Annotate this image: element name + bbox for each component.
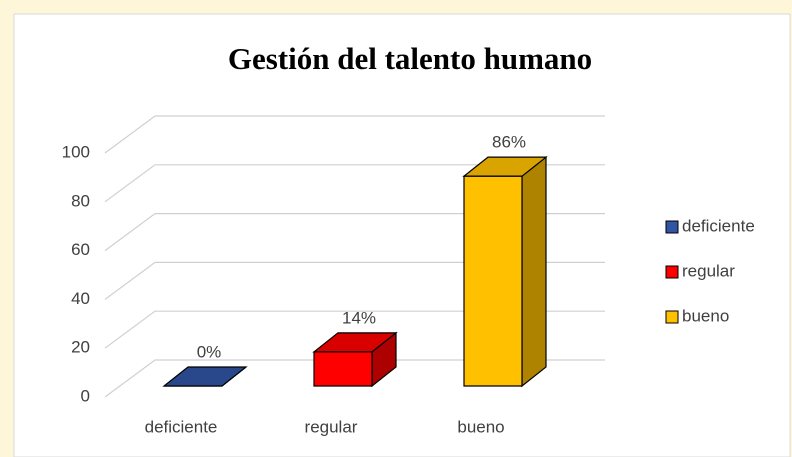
y-tick-label: 100 bbox=[62, 142, 90, 161]
x-tick-label: deficiente bbox=[145, 417, 218, 436]
bar-top bbox=[162, 366, 248, 387]
y-tick-label: 40 bbox=[71, 289, 90, 308]
grid-line bbox=[104, 359, 605, 398]
grid-line bbox=[104, 213, 605, 252]
value-label: 0% bbox=[197, 342, 222, 361]
legend-label: regular bbox=[682, 261, 735, 280]
chart-area bbox=[13, 13, 791, 457]
y-tick-label: 60 bbox=[71, 240, 90, 259]
y-tick-label: 20 bbox=[71, 338, 90, 357]
grid-line bbox=[104, 261, 605, 300]
legend-label: bueno bbox=[682, 306, 729, 325]
legend-swatch bbox=[665, 265, 679, 279]
y-tick-label: 80 bbox=[71, 191, 90, 210]
legend-swatch bbox=[665, 220, 679, 234]
y-tick-label: 0 bbox=[81, 386, 90, 405]
bar-top bbox=[312, 332, 398, 353]
bar-top bbox=[462, 156, 548, 177]
chart-title: Gestión del talento humano bbox=[228, 41, 592, 76]
grid-line bbox=[104, 115, 605, 154]
grid-line bbox=[104, 310, 605, 349]
bar-front bbox=[313, 351, 373, 387]
x-tick-label: regular bbox=[305, 417, 358, 436]
bar bbox=[162, 366, 248, 387]
bar-front bbox=[463, 175, 523, 387]
bar bbox=[462, 155, 548, 388]
x-tick-label: bueno bbox=[457, 417, 504, 436]
legend-label: deficiente bbox=[682, 216, 755, 235]
grid-line bbox=[104, 164, 605, 203]
legend-swatch bbox=[665, 310, 679, 324]
bar bbox=[312, 331, 398, 388]
value-label: 86% bbox=[492, 133, 526, 152]
value-label: 14% bbox=[342, 308, 376, 327]
bar-side bbox=[521, 155, 547, 388]
